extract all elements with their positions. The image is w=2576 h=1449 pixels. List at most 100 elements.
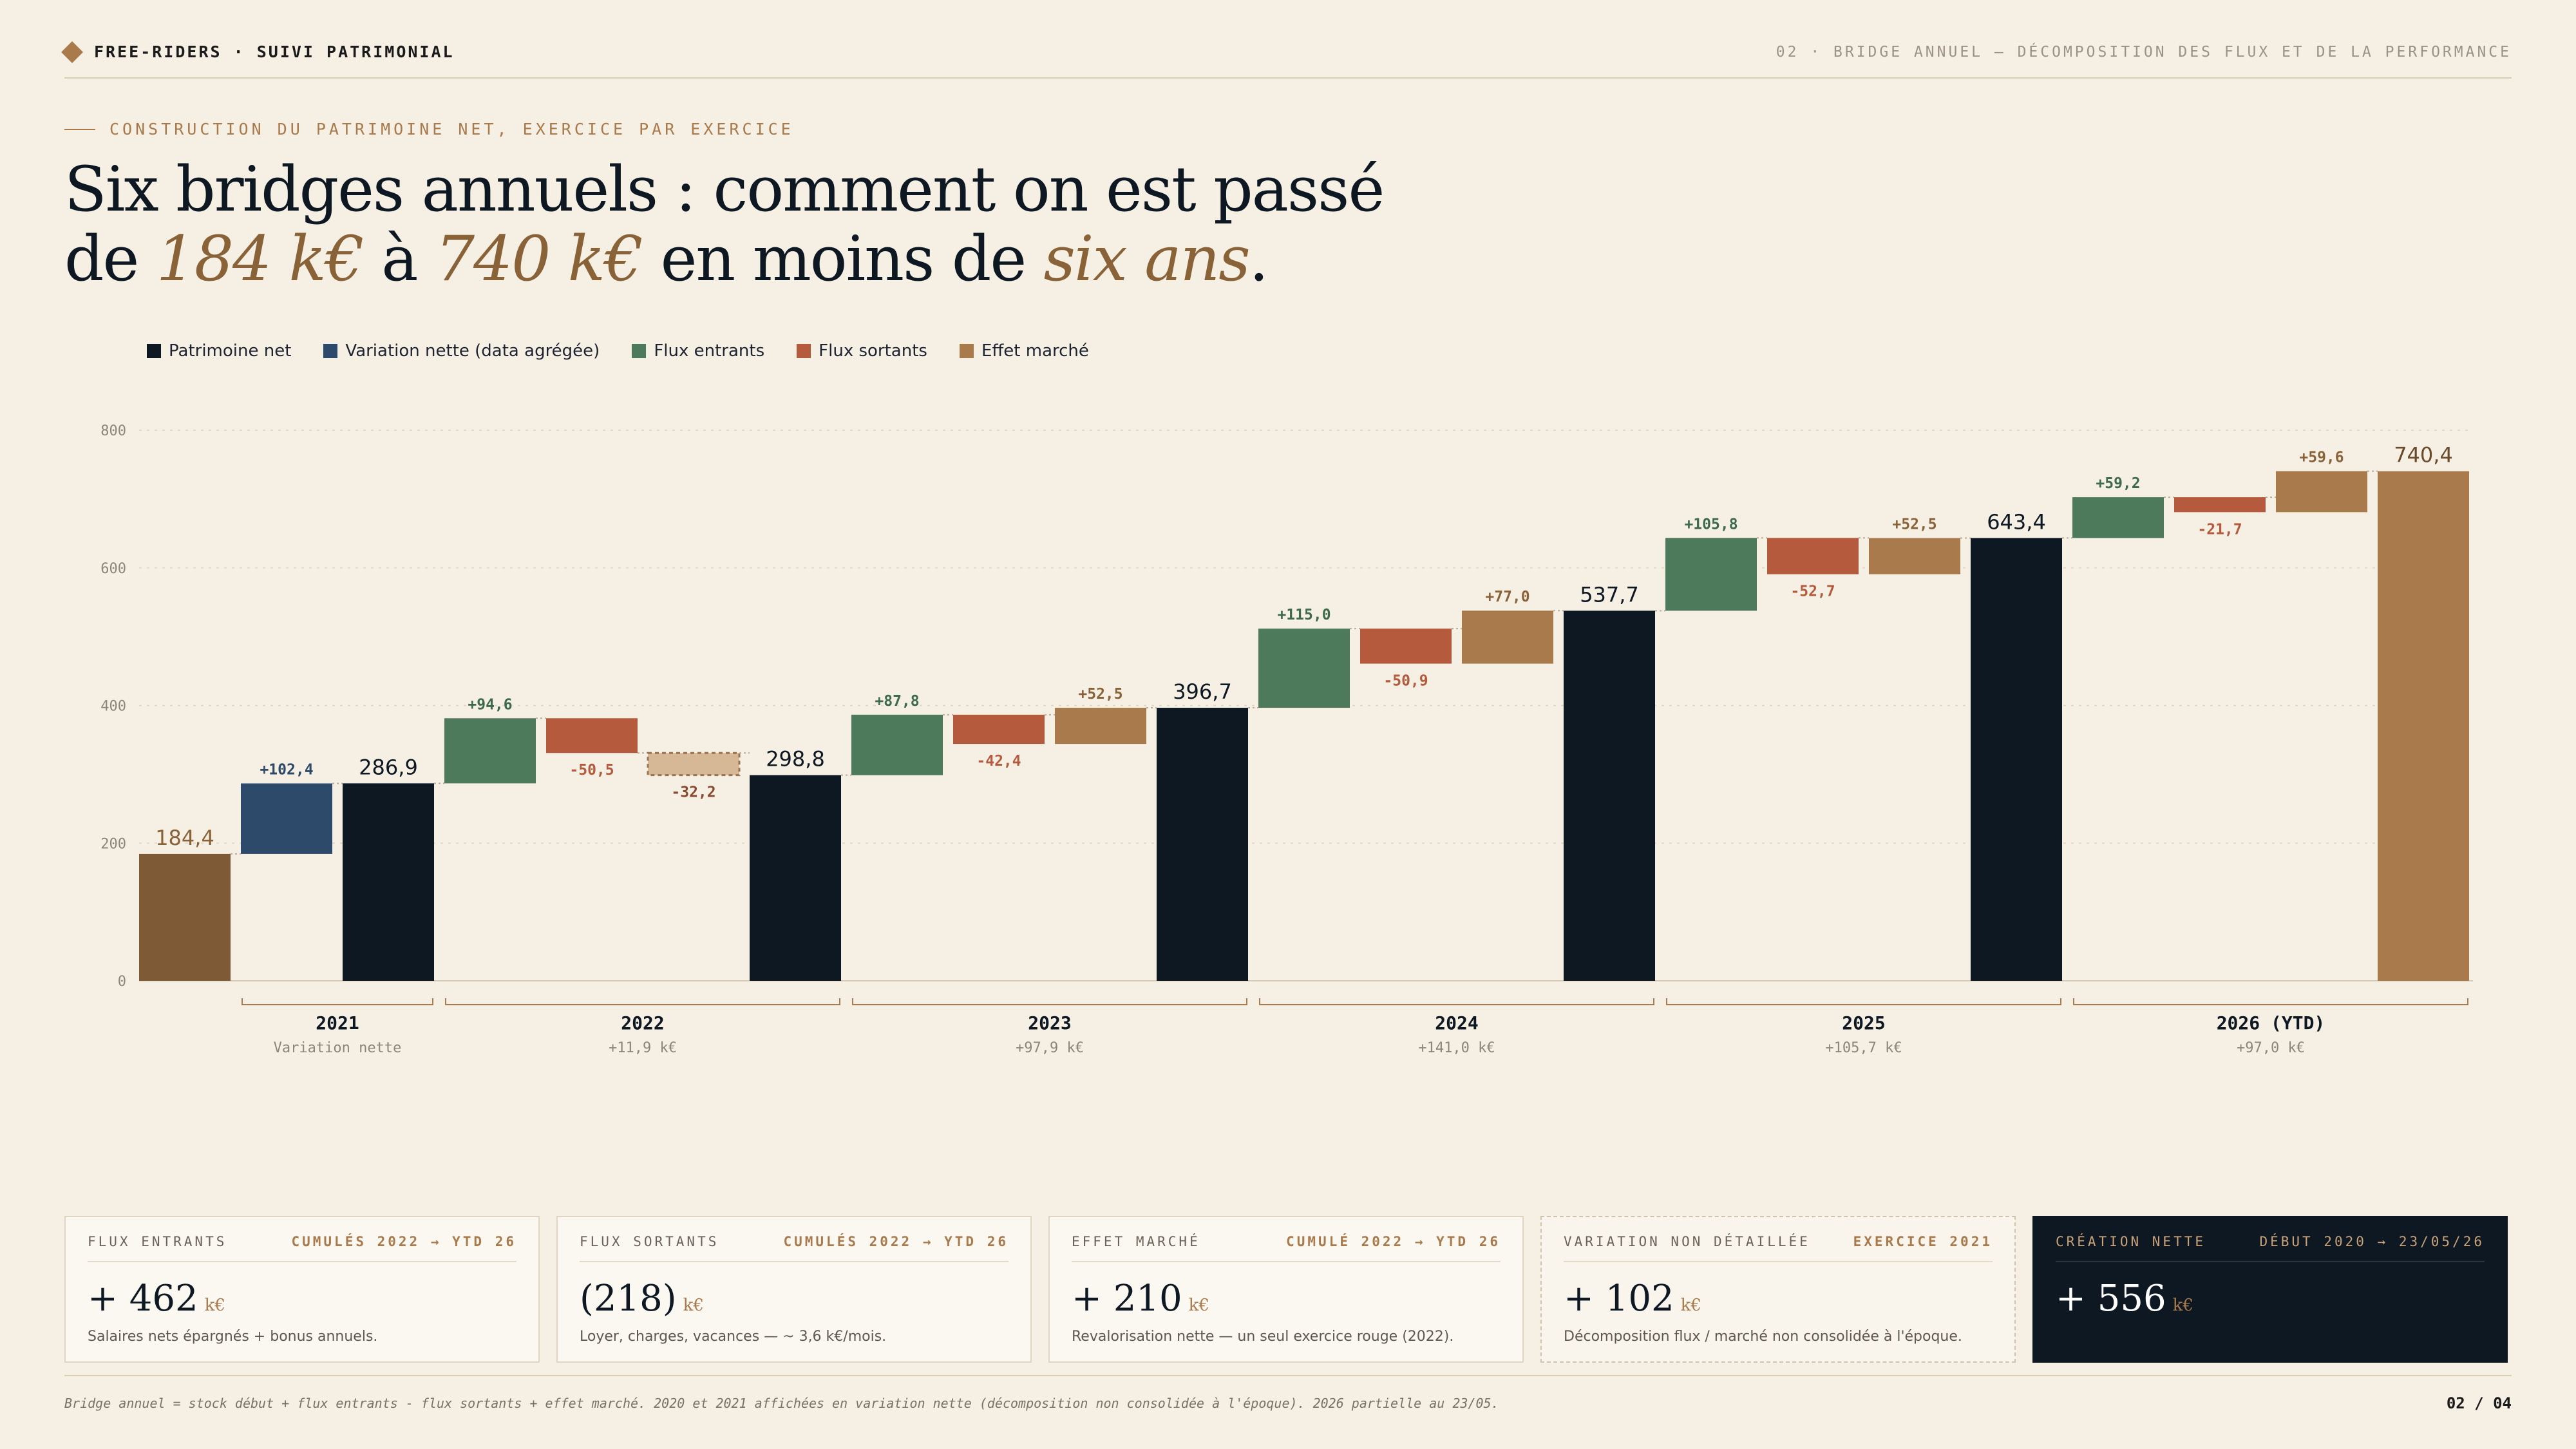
card-unit: k€ bbox=[1680, 1296, 1701, 1315]
card-outflows: FLUX SORTANTS CUMULÉS 2022 → YTD 26 (218)… bbox=[556, 1216, 1032, 1363]
data-label: 286,9 bbox=[359, 755, 418, 779]
data-label: +52,5 bbox=[1892, 516, 1937, 533]
year-bracket bbox=[445, 998, 840, 1005]
data-label: 184,4 bbox=[155, 826, 214, 850]
card-net-creation: CRÉATION NETTE DÉBUT 2020 → 23/05/26 + 55… bbox=[2032, 1216, 2508, 1363]
kpi-cards: FLUX ENTRANTS CUMULÉS 2022 → YTD 26 + 462… bbox=[64, 1216, 2508, 1363]
year-bracket bbox=[2073, 998, 2468, 1005]
data-label: 740,4 bbox=[2394, 443, 2453, 468]
card-unit: k€ bbox=[1188, 1296, 1209, 1315]
year-sublabel: +11,9 k€ bbox=[609, 1040, 677, 1056]
card-value-number: + 210 bbox=[1072, 1278, 1182, 1320]
legend-swatch-variation bbox=[323, 344, 338, 358]
card-value-number: (218) bbox=[580, 1278, 677, 1320]
legend-swatch-net bbox=[147, 344, 161, 358]
bar-net bbox=[1564, 611, 1655, 981]
section-label: 02 · BRIDGE ANNUEL — DÉCOMPOSITION DES F… bbox=[1776, 44, 2512, 61]
card-value: + 462 k€ bbox=[88, 1278, 516, 1320]
diamond-icon bbox=[61, 41, 83, 63]
card-head: CRÉATION NETTE DÉBUT 2020 → 23/05/26 bbox=[2056, 1234, 2485, 1262]
card-inflows: FLUX ENTRANTS CUMULÉS 2022 → YTD 26 + 462… bbox=[64, 1216, 540, 1363]
card-title: VARIATION NON DÉTAILLÉE bbox=[1564, 1234, 1810, 1249]
year-sublabel: +105,7 k€ bbox=[1825, 1040, 1902, 1056]
chart-legend: Patrimoine net Variation nette (data agr… bbox=[147, 341, 1089, 361]
brand-label: FREE-RIDERS · SUIVI PATRIMONIAL bbox=[94, 43, 455, 61]
title-line-2: de 184 k€ à 740 k€ en moins de six ans. bbox=[64, 224, 1383, 294]
year-sublabel: +141,0 k€ bbox=[1418, 1040, 1495, 1056]
bar-market bbox=[2276, 471, 2367, 513]
title-mid: en moins de bbox=[642, 223, 1044, 295]
card-period: EXERCICE 2021 bbox=[1853, 1234, 1993, 1249]
year-bracket bbox=[852, 998, 1247, 1005]
card-value-number: + 462 bbox=[88, 1278, 198, 1320]
card-unit: k€ bbox=[204, 1296, 225, 1315]
year-label: 2023 bbox=[1028, 1012, 1071, 1034]
data-label: +102,4 bbox=[260, 761, 313, 778]
data-label: +59,6 bbox=[2299, 450, 2344, 466]
card-note: Loyer, charges, vacances — ~ 3,6 k€/mois… bbox=[580, 1329, 887, 1345]
data-label: +59,2 bbox=[2096, 475, 2140, 492]
card-value: + 102 k€ bbox=[1564, 1278, 1993, 1320]
footer: Bridge annuel = stock début + flux entra… bbox=[64, 1375, 2512, 1412]
bar-outflow bbox=[953, 714, 1045, 744]
card-value: + 210 k€ bbox=[1072, 1278, 1501, 1320]
bar-inflow bbox=[1665, 538, 1757, 611]
data-label: +115,0 bbox=[1277, 607, 1331, 623]
bar-net bbox=[1157, 708, 1248, 981]
legend-label-market: Effet marché bbox=[981, 341, 1089, 361]
bar-net bbox=[1971, 538, 2062, 981]
bar-inflow bbox=[444, 718, 536, 784]
bar-net bbox=[343, 783, 434, 981]
card-title: EFFET MARCHÉ bbox=[1072, 1234, 1200, 1249]
year-bracket bbox=[242, 998, 433, 1005]
y-tick-label: 0 bbox=[118, 974, 126, 990]
bar-start bbox=[139, 853, 231, 981]
legend-label-outflow: Flux sortants bbox=[819, 341, 927, 361]
bar-inflow bbox=[2072, 497, 2164, 538]
year-bracket bbox=[1259, 998, 1654, 1005]
bar-market_neg bbox=[647, 752, 741, 777]
data-label: -21,7 bbox=[2197, 521, 2242, 538]
title-end: . bbox=[1249, 223, 1269, 295]
legend-item-net: Patrimoine net bbox=[147, 341, 291, 361]
year-label: 2021 bbox=[316, 1012, 359, 1034]
card-head: FLUX SORTANTS CUMULÉS 2022 → YTD 26 bbox=[580, 1234, 1009, 1262]
data-label: +94,6 bbox=[468, 696, 512, 713]
card-period: DÉBUT 2020 → 23/05/26 bbox=[2259, 1234, 2485, 1249]
eyebrow-label: CONSTRUCTION DU PATRIMOINE NET, EXERCICE… bbox=[109, 120, 794, 138]
card-title: CRÉATION NETTE bbox=[2056, 1234, 2206, 1249]
bar-net bbox=[750, 775, 841, 981]
title-start-value: 184 k€ bbox=[156, 223, 365, 295]
page-number: 02 / 04 bbox=[2446, 1394, 2512, 1412]
card-note: Salaires nets épargnés + bonus annuels. bbox=[88, 1329, 378, 1345]
data-label: 537,7 bbox=[1580, 582, 1639, 607]
legend-item-inflow: Flux entrants bbox=[632, 341, 764, 361]
bar-outflow bbox=[1767, 538, 1859, 574]
card-period: CUMULÉS 2022 → YTD 26 bbox=[291, 1234, 516, 1249]
bar-outflow bbox=[546, 718, 638, 753]
data-label: -50,5 bbox=[569, 762, 614, 779]
bar-market bbox=[1869, 538, 1960, 574]
card-value-number: + 102 bbox=[1564, 1278, 1674, 1320]
y-tick-label: 200 bbox=[100, 836, 126, 852]
legend-label-variation: Variation nette (data agrégée) bbox=[345, 341, 600, 361]
card-market-effect: EFFET MARCHÉ CUMULÉ 2022 → YTD 26 + 210 k€… bbox=[1048, 1216, 1524, 1363]
page-title: Six bridges annuels : comment on est pas… bbox=[64, 155, 1385, 294]
year-sublabel: Variation nette bbox=[274, 1040, 402, 1056]
y-tick-label: 600 bbox=[100, 561, 126, 577]
card-value: (218) k€ bbox=[580, 1278, 1009, 1320]
year-label: 2026 (YTD) bbox=[2217, 1012, 2325, 1034]
title-end-value: 740 k€ bbox=[435, 223, 643, 295]
eyebrow: CONSTRUCTION DU PATRIMOINE NET, EXERCICE… bbox=[64, 120, 794, 138]
eyebrow-dash bbox=[64, 128, 95, 130]
legend-item-market: Effet marché bbox=[959, 341, 1089, 361]
card-head: EFFET MARCHÉ CUMULÉ 2022 → YTD 26 bbox=[1072, 1234, 1501, 1262]
y-tick-label: 400 bbox=[100, 699, 126, 715]
legend-swatch-market bbox=[959, 344, 974, 358]
year-label: 2025 bbox=[1842, 1012, 1885, 1034]
card-undetailed-variation: VARIATION NON DÉTAILLÉE EXERCICE 2021 + 1… bbox=[1540, 1216, 2016, 1363]
data-label: -32,2 bbox=[671, 784, 715, 801]
brand: FREE-RIDERS · SUIVI PATRIMONIAL bbox=[61, 41, 455, 63]
bar-end bbox=[2378, 471, 2469, 981]
bar-variation bbox=[241, 783, 332, 854]
